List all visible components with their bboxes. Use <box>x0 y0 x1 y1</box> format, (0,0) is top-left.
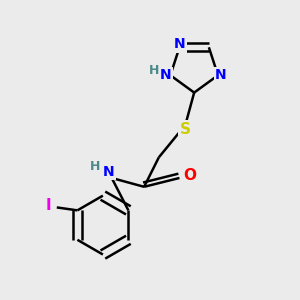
Text: N: N <box>174 38 185 51</box>
Text: N: N <box>103 165 115 179</box>
Text: N: N <box>160 68 172 82</box>
Text: H: H <box>90 160 101 173</box>
Text: O: O <box>183 167 196 182</box>
Text: N: N <box>215 68 227 82</box>
Text: S: S <box>180 122 191 137</box>
Text: I: I <box>45 198 51 213</box>
Text: H: H <box>149 64 159 77</box>
